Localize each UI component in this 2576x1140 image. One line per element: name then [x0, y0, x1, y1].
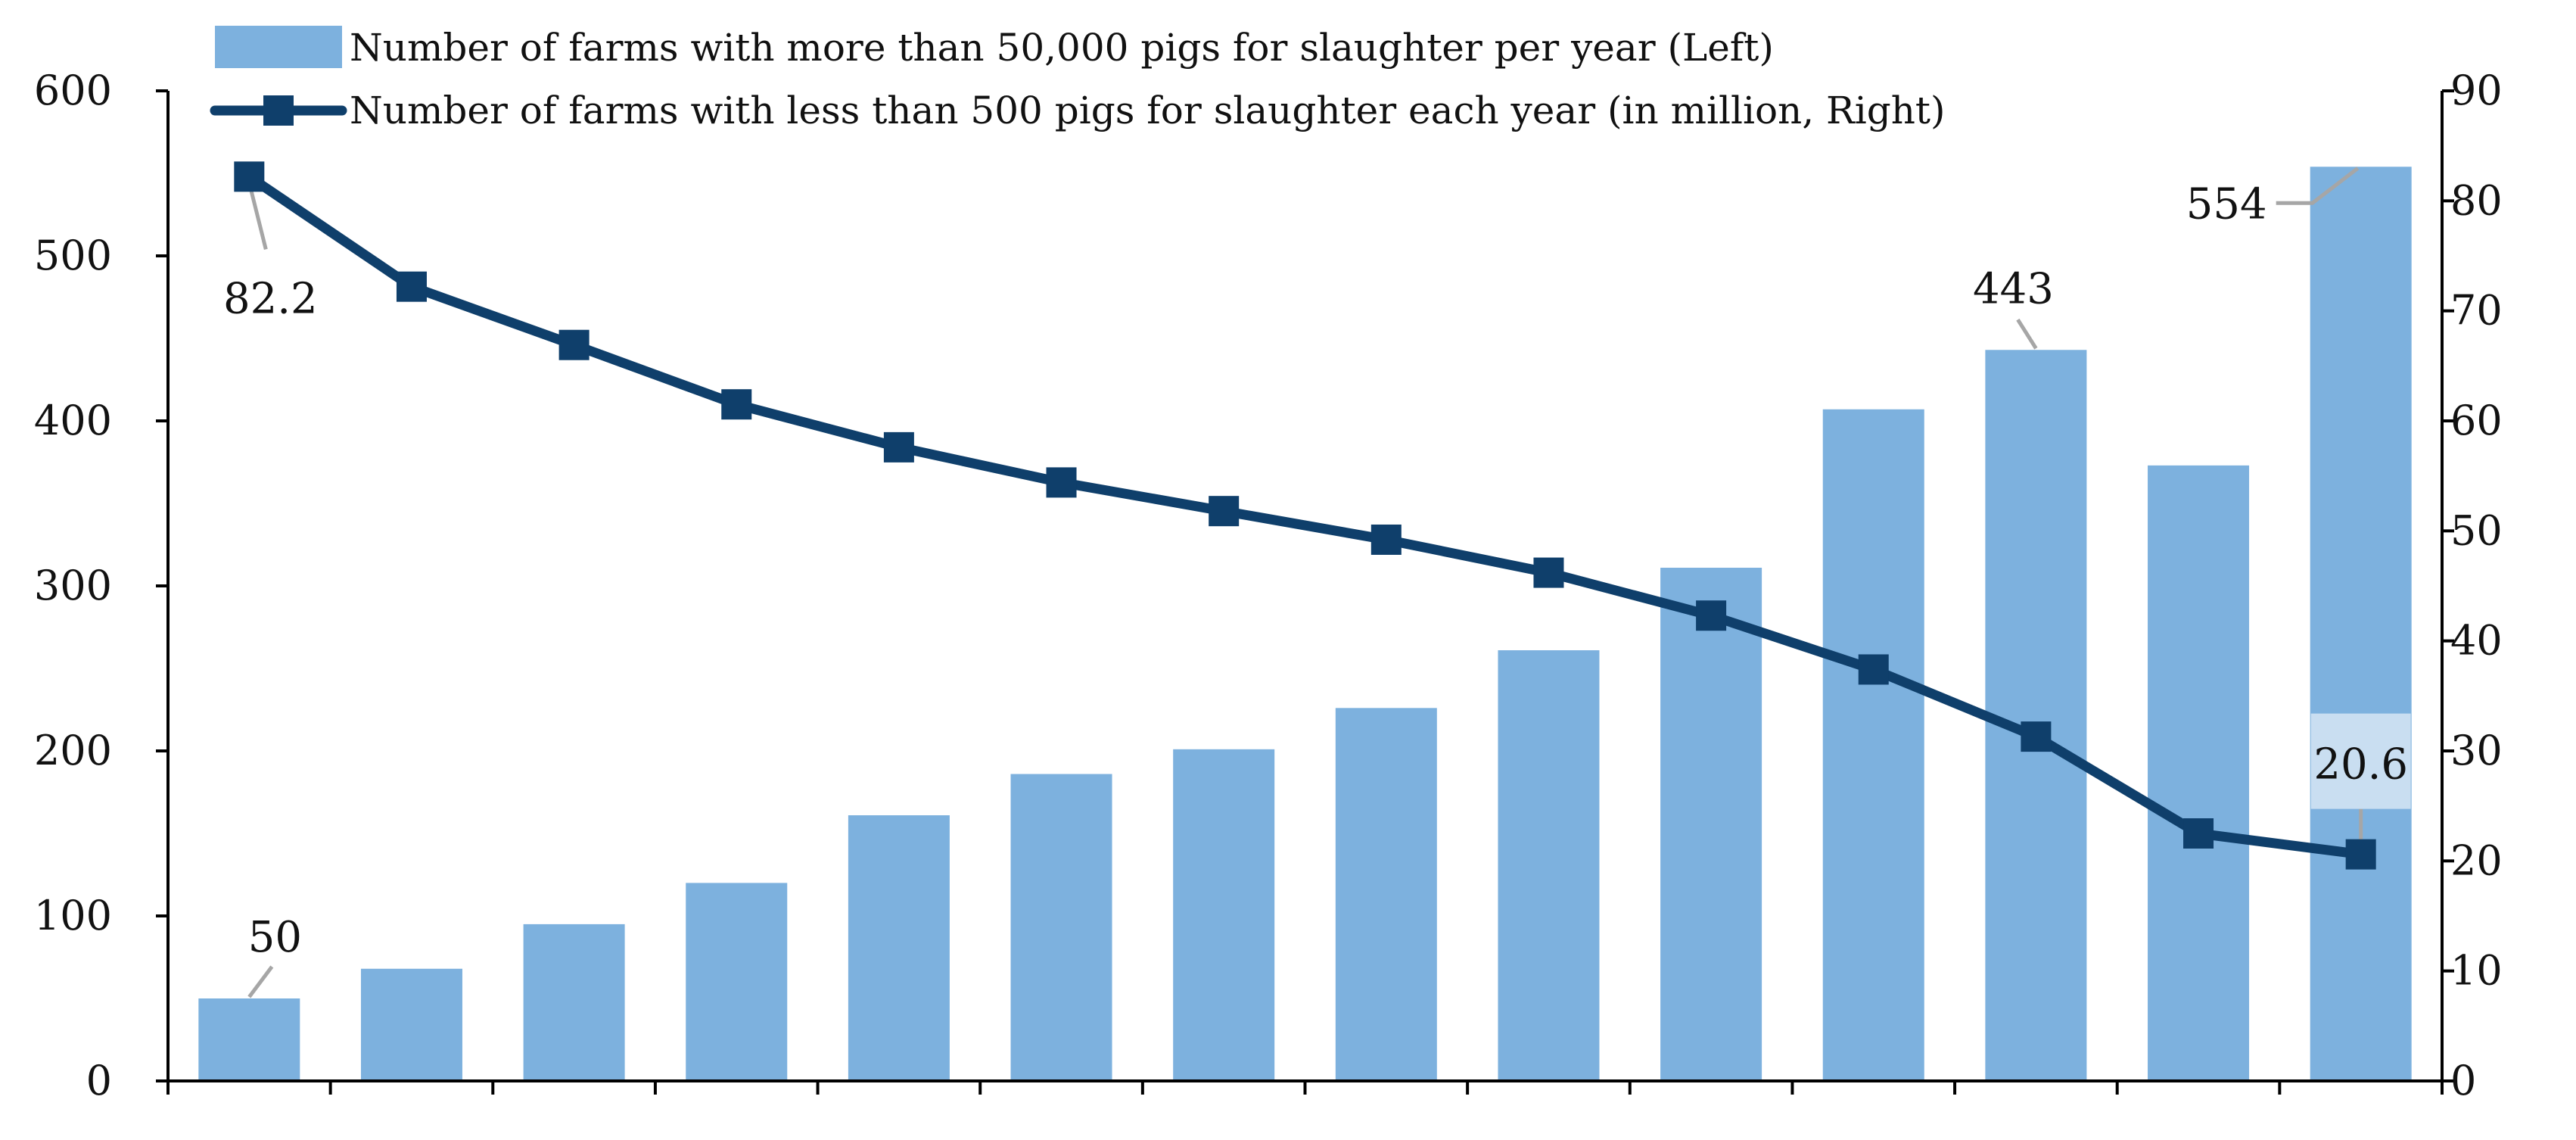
axes-layer: 0 100 200 300 400 500 600 0 10 20 30 40 50 60 70 80 90: [34, 67, 2503, 1104]
labels-layer: 50 443 554 82.2 20.6: [223, 179, 2411, 962]
bar-1: [360, 968, 462, 1081]
bar-6: [1173, 749, 1275, 1081]
bar-7: [1335, 708, 1437, 1081]
bar-value-label: 50: [248, 913, 302, 962]
legend-bar-label: Number of farms with more than 50,000 pi…: [350, 26, 1774, 70]
y-right-tick-label: 60: [2450, 397, 2503, 444]
bar-2: [523, 924, 625, 1081]
line-marker-8: [1533, 557, 1564, 588]
bar-value-label: 443: [1973, 264, 2054, 313]
line-marker-7: [1370, 524, 1402, 555]
y-left-tick-label: 500: [34, 232, 112, 279]
y-right-tick-label: 50: [2450, 506, 2503, 554]
y-left-tick-label: 600: [34, 67, 112, 114]
leader-line: [2016, 318, 2038, 350]
bar-9: [1660, 568, 1762, 1081]
bar-3: [686, 883, 788, 1081]
y-left-tick-label: 300: [34, 562, 112, 609]
legend-line-label: Number of farms with less than 500 pigs …: [350, 89, 1946, 132]
bar-5: [1010, 774, 1112, 1081]
y-left-tick-label: 200: [34, 727, 112, 774]
leader-line: [247, 965, 274, 998]
line-value-label: 82.2: [223, 274, 318, 323]
bar-8: [1498, 650, 1600, 1081]
line-marker-5: [1046, 467, 1077, 498]
y-right-tick-label: 20: [2450, 836, 2503, 884]
leaders-layer: [247, 167, 2363, 998]
legend: Number of farms with more than 50,000 pi…: [210, 26, 1946, 132]
bar-10: [1822, 409, 1924, 1081]
line-marker-3: [721, 389, 752, 420]
y-right-tick-label: 40: [2450, 617, 2503, 665]
bar-11: [1985, 350, 2087, 1081]
y-right-tick-label: 80: [2450, 176, 2503, 224]
y-right-tick-label: 10: [2450, 947, 2503, 995]
legend-line-marker: [263, 95, 294, 126]
line-marker-9: [1696, 600, 1727, 631]
legend-bar-swatch: [215, 26, 342, 68]
y-right-tick-label: 30: [2450, 727, 2503, 774]
bar-value-label: 554: [2186, 179, 2267, 229]
line-value-label: 20.6: [2313, 740, 2408, 790]
line-marker-1: [396, 271, 427, 302]
line-value-label-box: [2310, 713, 2411, 809]
y-left-tick-label: 100: [34, 892, 112, 939]
line-marker-12: [2183, 818, 2214, 849]
y-right-tick-label: 90: [2450, 67, 2503, 114]
line-marker-10: [1858, 654, 1889, 685]
bar-13: [2310, 167, 2412, 1081]
y-left-tick-label: 400: [34, 397, 112, 444]
line-marker-11: [2021, 721, 2052, 752]
bar-4: [848, 815, 950, 1081]
line-series: [244, 171, 2366, 860]
line-layer: [234, 161, 2376, 870]
line-marker-0: [234, 161, 265, 192]
bars-layer: [198, 167, 2412, 1081]
y-left-tick-label: 0: [86, 1057, 112, 1104]
leader-line: [2276, 167, 2360, 205]
line-marker-13: [2345, 839, 2376, 870]
bar-0: [198, 998, 300, 1081]
line-marker-6: [1209, 496, 1240, 527]
bar-12: [2148, 465, 2250, 1081]
leader-line: [247, 182, 268, 250]
y-right-tick-label: 70: [2450, 287, 2503, 335]
y-right-tick-label: 0: [2450, 1057, 2476, 1104]
line-marker-2: [558, 329, 590, 360]
line-marker-4: [883, 431, 914, 463]
